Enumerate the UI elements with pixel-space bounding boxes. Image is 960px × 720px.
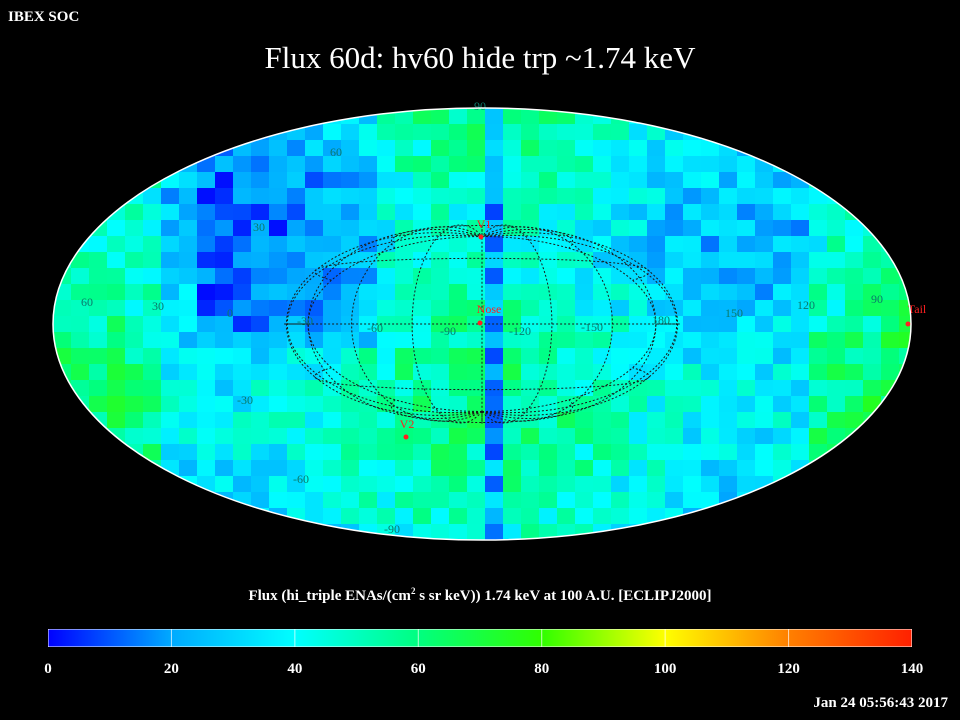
graticule-labels: 60 30 0 -30 -60 -90 -120 -150 180 150 120 90 90 60 30 -… bbox=[81, 99, 883, 536]
marker-label: Tail bbox=[908, 302, 927, 316]
position-markers: V1 Nose V2 Tail bbox=[400, 217, 927, 440]
soc-label: IBEX SOC bbox=[8, 9, 80, 25]
marker-dot bbox=[403, 434, 409, 440]
latitude-label: 90 bbox=[474, 99, 486, 113]
page-title: Flux 60d: hv60 hide trp ~1.74 keV bbox=[264, 40, 696, 75]
marker-dot bbox=[905, 321, 911, 327]
colorbar-tick-label: 140 bbox=[900, 661, 924, 677]
colorbar-tick-label: 60 bbox=[410, 661, 426, 677]
longitude-label: -60 bbox=[367, 321, 383, 335]
colorbar-title: Flux (hi_triple ENAs/(cm2 s sr keV)) 1.7… bbox=[248, 586, 712, 604]
colorbar-tick-label: 0 bbox=[44, 661, 52, 677]
longitude-label: -120 bbox=[509, 324, 531, 338]
longitude-label: -150 bbox=[581, 320, 603, 334]
longitude-label: 30 bbox=[152, 299, 164, 313]
graticule bbox=[284, 224, 680, 424]
longitude-label: 180 bbox=[652, 313, 670, 327]
longitude-label: 0 bbox=[227, 306, 233, 320]
colorbar-tick-label: 100 bbox=[653, 661, 677, 677]
longitude-label: -30 bbox=[297, 314, 313, 328]
marker-label: V1 bbox=[477, 217, 492, 231]
latitude-label: -60 bbox=[293, 472, 309, 486]
latitude-label: -90 bbox=[384, 522, 400, 536]
longitude-label: 120 bbox=[797, 298, 815, 312]
longitude-label: 150 bbox=[725, 306, 743, 320]
latitude-label: 30 bbox=[253, 220, 265, 234]
colorbar-tick-label: 40 bbox=[287, 661, 303, 677]
timestamp: Jan 24 05:56:43 2017 bbox=[813, 695, 948, 711]
longitude-label: 90 bbox=[871, 292, 883, 306]
colorbar-tick-label: 80 bbox=[534, 661, 550, 677]
marker-label: Nose bbox=[477, 302, 502, 316]
longitude-label: 60 bbox=[81, 295, 93, 309]
longitude-label: -90 bbox=[440, 324, 456, 338]
latitude-label: 60 bbox=[330, 145, 342, 159]
marker-dot bbox=[477, 320, 483, 326]
latitude-label: -30 bbox=[237, 393, 253, 407]
marker-label: V2 bbox=[400, 417, 415, 431]
colorbar-tick-label: 20 bbox=[163, 661, 179, 677]
colorbar-tick-label: 120 bbox=[777, 661, 800, 677]
colorbar bbox=[48, 629, 912, 647]
marker-dot bbox=[478, 234, 484, 240]
